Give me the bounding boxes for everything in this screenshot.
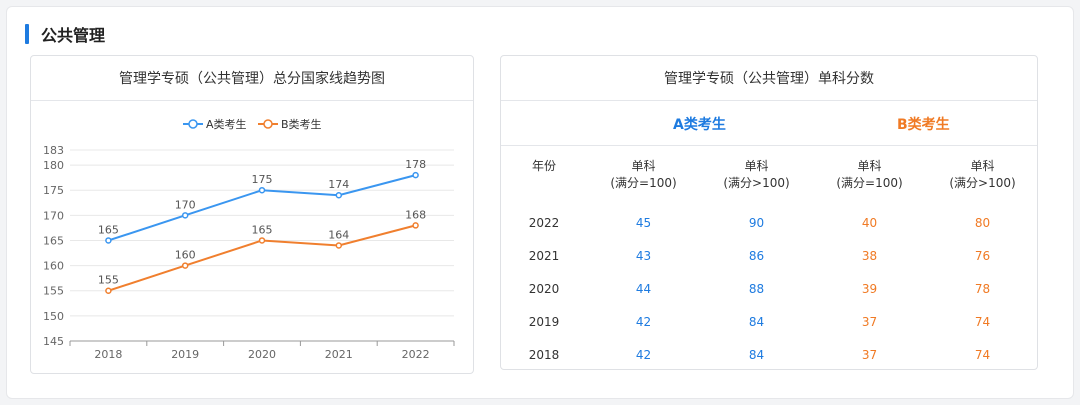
- group-a-label: A类考生: [673, 117, 726, 133]
- y-tick-label: 150: [43, 310, 64, 323]
- cell-b1: 38: [861, 248, 878, 263]
- y-tick-label: 145: [43, 335, 64, 348]
- table-header-row: 年份 单科 (满分=100) 单科 (满分>100) 单科 (满分=100) 单科 (满…: [501, 146, 1039, 206]
- cell-year: 2020: [528, 281, 560, 296]
- header-line: (满分>100): [723, 176, 790, 190]
- table-card-title: 管理学专硕（公共管理）单科分数: [501, 56, 1037, 101]
- cell-b2: 80: [974, 215, 991, 230]
- table-row: 2021 43 86 38 76: [501, 239, 1039, 272]
- legend-marker: [188, 119, 198, 129]
- cell-year: 2021: [528, 248, 560, 263]
- data-point: [181, 212, 189, 219]
- data-point: [412, 222, 419, 229]
- x-tick-label: 2018: [94, 348, 122, 361]
- cell-b2: 74: [974, 314, 991, 329]
- x-tick-label: 2022: [402, 348, 430, 361]
- header-a-full100: 单科 (满分=100): [587, 146, 700, 206]
- data-label: 155: [98, 274, 119, 287]
- data-label: 175: [252, 173, 273, 186]
- header-line: 单科: [631, 159, 656, 173]
- table-row: 2018 42 84 37 74: [501, 338, 1039, 371]
- cell-b1: 39: [861, 281, 878, 296]
- data-point: [258, 186, 266, 194]
- cell-a2: 90: [748, 215, 765, 230]
- cell-year: 2019: [528, 314, 560, 329]
- y-tick-label: 165: [43, 234, 64, 247]
- data-label: 168: [405, 208, 426, 221]
- table-row: 2019 42 84 37 74: [501, 305, 1039, 338]
- section-header: 公共管理: [25, 23, 105, 45]
- data-label: 174: [328, 178, 349, 191]
- x-tick-label: 2020: [248, 348, 276, 361]
- data-label: 164: [328, 229, 349, 242]
- data-label: 170: [175, 198, 196, 211]
- header-line: (满分>100): [949, 176, 1016, 190]
- data-point: [335, 242, 343, 249]
- cell-a2: 88: [748, 281, 765, 296]
- chart-card-title: 管理学专硕（公共管理）总分国家线趋势图: [31, 56, 473, 101]
- header-line: 单科: [744, 159, 769, 173]
- group-header-row: A类考生 B类考生: [501, 101, 1037, 146]
- x-tick-label: 2019: [171, 348, 199, 361]
- data-label: 178: [405, 158, 426, 171]
- cell-b2: 74: [974, 347, 991, 362]
- cell-a2: 84: [748, 314, 765, 329]
- y-tick-label: 180: [43, 159, 64, 172]
- legend-marker: [263, 119, 273, 129]
- group-b-label: B类考生: [897, 117, 950, 133]
- header-b-full100: 单科 (满分=100): [813, 146, 926, 206]
- y-tick-label: 170: [43, 209, 64, 222]
- cell-a1: 42: [635, 347, 652, 362]
- data-label: 165: [252, 223, 273, 236]
- table-row: 2022 45 90 40 80: [501, 206, 1039, 239]
- y-tick-label: 160: [43, 260, 64, 273]
- cell-a2: 86: [748, 248, 765, 263]
- header-line: (满分=100): [610, 176, 677, 190]
- cell-a2: 84: [748, 347, 765, 362]
- header-line: 单科: [857, 159, 882, 173]
- y-tick-label: 183: [43, 144, 64, 157]
- data-point: [105, 237, 112, 244]
- table-row: 2020 44 88 39 78: [501, 272, 1039, 305]
- cell-a1: 44: [635, 281, 652, 296]
- x-tick-label: 2021: [325, 348, 353, 361]
- legend-label: B类考生: [281, 117, 322, 131]
- cell-b2: 78: [974, 281, 991, 296]
- cell-a1: 43: [635, 248, 652, 263]
- header-a-over100: 单科 (满分>100): [700, 146, 813, 206]
- line-chart: 145 150 155 160 165 170 175 180 183 2018 2019 2020 2…: [43, 117, 455, 361]
- data-point: [258, 237, 266, 244]
- score-table: 年份 单科 (满分=100) 单科 (满分>100) 单科 (满分=100) 单科 (满…: [501, 146, 1039, 371]
- cell-b1: 40: [861, 215, 878, 230]
- data-point: [412, 171, 419, 179]
- y-tick-label: 175: [43, 184, 64, 197]
- data-point: [181, 262, 189, 269]
- header-b-over100: 单科 (满分>100): [926, 146, 1039, 206]
- header-year: 年份: [531, 159, 556, 173]
- cell-b2: 76: [974, 248, 991, 263]
- section-accent-bar: [25, 24, 29, 44]
- legend-label: A类考生: [206, 117, 247, 131]
- data-label: 165: [98, 223, 119, 236]
- y-tick-label: 155: [43, 285, 64, 298]
- data-point: [335, 191, 343, 199]
- table-card: 管理学专硕（公共管理）单科分数 A类考生 B类考生 年份 单科 (满分=100) …: [500, 55, 1038, 370]
- cell-a1: 42: [635, 314, 652, 329]
- cell-year: 2022: [528, 215, 560, 230]
- cell-a1: 45: [635, 215, 652, 230]
- data-point: [105, 287, 112, 294]
- cell-b1: 37: [861, 314, 878, 329]
- cell-year: 2018: [528, 347, 560, 362]
- section-title: 公共管理: [41, 26, 106, 45]
- cell-b1: 37: [861, 347, 878, 362]
- header-line: 单科: [970, 159, 995, 173]
- data-label: 160: [175, 249, 196, 262]
- chart-card: 管理学专硕（公共管理）总分国家线趋势图 145 150 155 160 165 170 17…: [30, 55, 474, 374]
- header-line: (满分=100): [836, 176, 903, 190]
